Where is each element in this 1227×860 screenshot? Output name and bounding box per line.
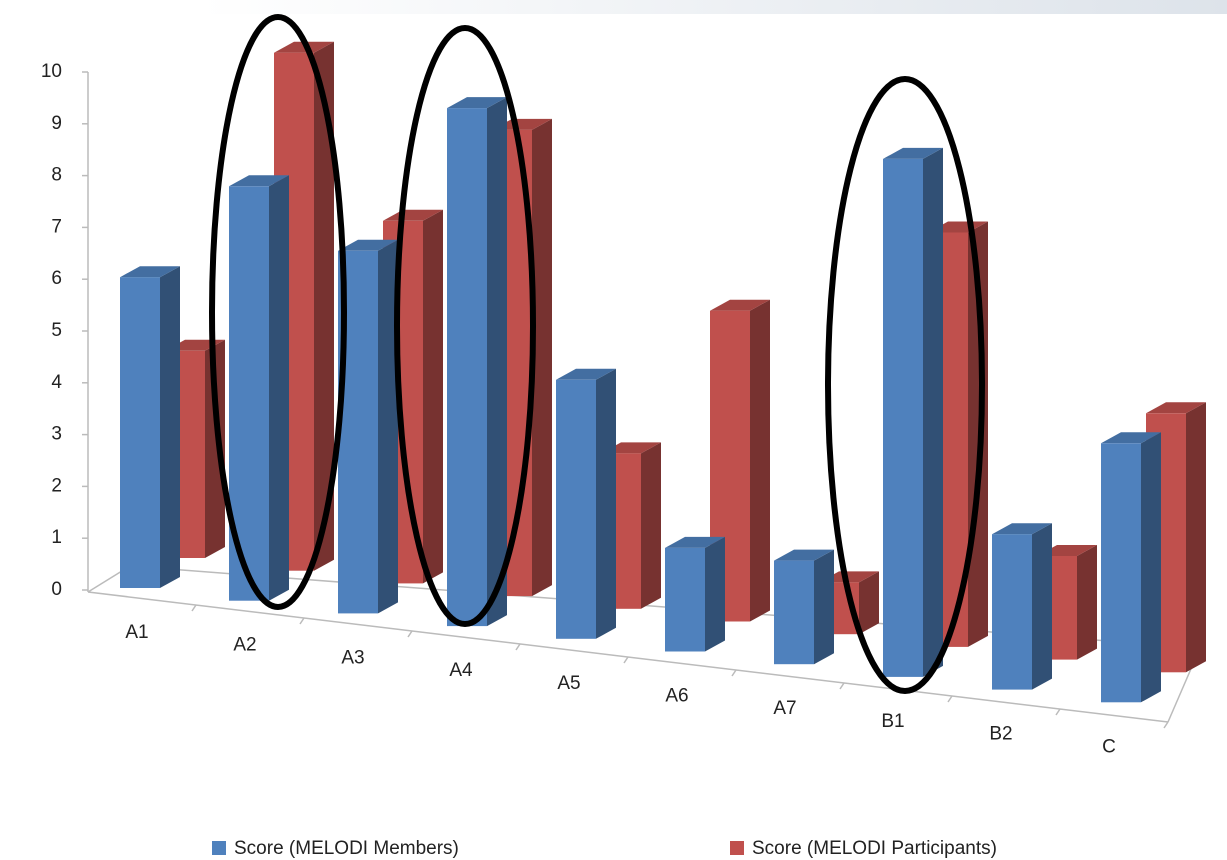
legend-swatch	[212, 841, 226, 855]
x-tick	[1163, 721, 1169, 729]
bar	[665, 536, 725, 652]
y-tick-label: 0	[51, 579, 62, 600]
legend-label: Score (MELODI Participants)	[752, 838, 997, 859]
bar-side	[205, 339, 225, 558]
legend-label: Score (MELODI Members)	[234, 838, 459, 859]
bar-top	[665, 536, 725, 548]
legend-swatch	[730, 841, 744, 855]
y-tick-label: 1	[51, 527, 62, 548]
bar-side	[269, 175, 289, 601]
bar-front	[992, 534, 1032, 690]
bar-top	[1146, 402, 1206, 414]
x-tick	[191, 604, 197, 612]
bar-front	[120, 277, 160, 588]
x-tick-label: B2	[989, 724, 1012, 745]
bar	[883, 147, 943, 677]
x-tick	[623, 656, 629, 664]
bar	[774, 549, 834, 665]
bar-top	[710, 299, 770, 311]
y-tick-label: 8	[51, 165, 62, 186]
bar	[992, 523, 1052, 690]
bar-front	[883, 158, 923, 677]
bar-top	[883, 147, 943, 159]
y-tick-label: 3	[51, 424, 62, 445]
bar-side	[1141, 432, 1161, 703]
x-tick-label: A4	[449, 660, 473, 681]
bar-front	[774, 560, 814, 665]
bar-side	[814, 549, 834, 665]
bar-side	[705, 536, 725, 652]
bar-side	[923, 147, 943, 677]
y-tick-label: 9	[51, 113, 62, 134]
y-tick-label: 6	[51, 268, 62, 289]
bar-side	[859, 571, 879, 635]
x-tick	[731, 669, 737, 677]
x-tick-label: A3	[341, 647, 364, 668]
bar-top	[556, 368, 616, 380]
bar-top	[338, 239, 398, 251]
bar-side	[1186, 402, 1206, 673]
x-tick	[299, 617, 305, 625]
bar-top	[774, 549, 834, 561]
annotation-ellipses	[209, 14, 985, 694]
bar-top	[447, 97, 507, 109]
x-tick	[407, 630, 413, 638]
bar-top	[992, 523, 1052, 535]
y-tick-label: 2	[51, 475, 62, 496]
bar-side	[750, 299, 770, 622]
x-tick	[839, 682, 845, 690]
y-tick-label: 10	[41, 61, 62, 82]
bar-top	[229, 175, 289, 187]
bar-top	[120, 266, 180, 278]
bar-front	[556, 379, 596, 639]
y-tick-label: 5	[51, 320, 62, 341]
legend: Score (MELODI Members) Score (MELODI Part…	[212, 838, 997, 859]
x-tick-label: A1	[125, 622, 148, 643]
x-tick-label: A7	[773, 698, 796, 719]
bar-front	[1101, 443, 1141, 703]
bar-side	[378, 239, 398, 614]
bar	[338, 239, 398, 614]
y-tick-label: 7	[51, 216, 62, 237]
x-tick	[515, 643, 521, 651]
bar	[120, 266, 180, 588]
header-band	[200, 0, 1227, 14]
bars	[120, 41, 1206, 703]
x-tick-label: C	[1102, 736, 1116, 757]
bar-side	[641, 442, 661, 609]
bar	[1101, 432, 1161, 703]
x-tick-label: A6	[665, 686, 688, 707]
x-tick-label: B1	[881, 711, 904, 732]
bar-side	[160, 266, 180, 588]
bar-side	[423, 209, 443, 584]
x-tick	[1055, 708, 1061, 716]
bar-top	[383, 209, 443, 221]
bar-side	[1077, 545, 1097, 660]
bar-side	[596, 368, 616, 639]
bar	[556, 368, 616, 639]
bar-side	[1032, 523, 1052, 690]
bar	[447, 97, 507, 627]
bar-side	[487, 97, 507, 627]
y-tick-label: 4	[51, 372, 62, 393]
bar-top	[1101, 432, 1161, 444]
bar-front	[447, 108, 487, 627]
x-tick-label: A2	[233, 635, 256, 656]
bar-side	[314, 41, 334, 571]
bar-front	[665, 547, 705, 652]
x-tick	[947, 695, 953, 703]
x-tick-label: A5	[557, 673, 580, 694]
bar-side	[532, 118, 552, 597]
